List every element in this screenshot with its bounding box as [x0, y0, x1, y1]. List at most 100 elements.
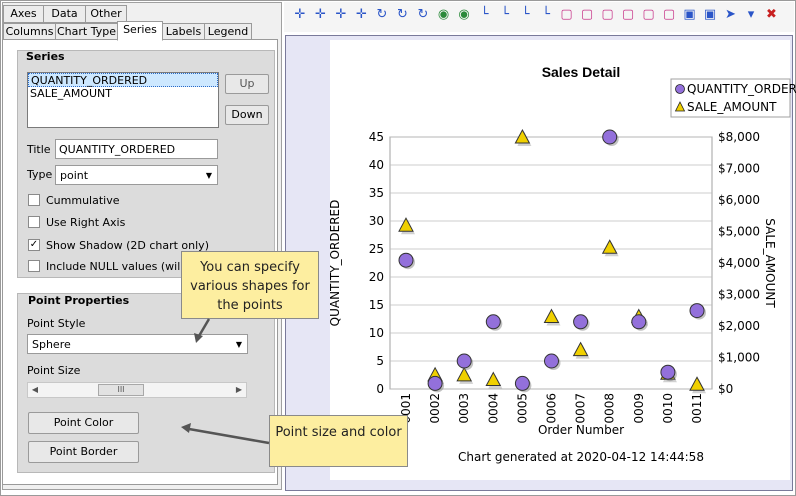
circle-point: [544, 353, 559, 369]
axis-icon[interactable]: └: [542, 7, 550, 22]
chart-toolbar: [284, 2, 794, 32]
rotate-icon[interactable]: ↻: [397, 7, 408, 22]
tab-other[interactable]: Other: [85, 5, 127, 23]
chevron-down-icon: ▼: [205, 171, 212, 180]
circle-point: [573, 314, 589, 330]
y-right-tick-label: $2,000: [718, 319, 760, 333]
frame-icon[interactable]: ▢: [662, 7, 676, 22]
axis-icon[interactable]: └: [480, 7, 489, 22]
move-icon[interactable]: ✛: [356, 7, 367, 22]
y-left-tick-label: 30: [369, 214, 384, 228]
point-size-scrollbar[interactable]: ◀ III ▶: [27, 382, 247, 398]
circle-point: [427, 375, 443, 391]
circle-point: [660, 364, 676, 380]
series-type-value: point: [60, 169, 89, 182]
y-left-tick-label: 40: [369, 158, 384, 172]
cube-icon[interactable]: ▣: [683, 7, 696, 22]
y-right-tick-label: $7,000: [718, 162, 760, 176]
point-size-thumb[interactable]: III: [98, 384, 144, 396]
x-tick-label: 0011: [690, 393, 704, 424]
y-right-tick-label: $1,000: [718, 351, 760, 365]
y-right-tick-label: $4,000: [718, 256, 760, 270]
triangle-point: [601, 239, 618, 254]
dropdown-icon[interactable]: ▾: [747, 7, 755, 22]
delete-icon[interactable]: ✖: [766, 7, 777, 22]
circle-point: [689, 303, 705, 319]
circle-point: [398, 252, 414, 268]
axis-icon[interactable]: └: [521, 7, 530, 22]
point-style-label: Point Style: [27, 317, 86, 330]
y-right-tick-label: $5,000: [718, 225, 760, 239]
y-right-tick-label: $0: [718, 382, 733, 396]
up-button[interactable]: Up: [225, 74, 269, 94]
chart-footer: Chart generated at 2020-04-12 14:44:58: [458, 450, 704, 464]
y-right-tick-label: $8,000: [718, 130, 760, 144]
tick-labels: 0 5 10 15 20 25 30 35 40 45 $0 $1,000 $2,000 $3,000 $4…: [369, 130, 760, 424]
series-listbox[interactable]: QUANTITY_ORDERED SALE_AMOUNT: [27, 72, 219, 128]
y-left-tick-label: 5: [376, 354, 384, 368]
move-icon[interactable]: ✛: [315, 7, 326, 22]
tab-series[interactable]: Series: [117, 21, 163, 41]
y-left-tick-label: 35: [369, 186, 384, 200]
cube-icon[interactable]: ▣: [703, 7, 717, 22]
frame-icon[interactable]: ▢: [621, 7, 635, 22]
point-border-button[interactable]: Point Border: [28, 441, 139, 463]
series-type-select[interactable]: point ▼: [55, 165, 218, 185]
check-icon: ✓: [29, 239, 39, 250]
right-axis-label: Use Right Axis: [46, 216, 126, 229]
tab-axes[interactable]: Axes: [3, 5, 44, 23]
x-tick-label: 0008: [603, 393, 617, 424]
y-left-tick-label: 25: [369, 242, 384, 256]
point-style-select[interactable]: Sphere ▼: [27, 334, 248, 354]
null-values-label: Include NULL values (will be: [46, 260, 201, 273]
triangle-point: [398, 217, 414, 232]
tab-labels[interactable]: Labels: [162, 23, 205, 41]
pointer-icon[interactable]: ➤: [725, 7, 736, 22]
triangle-point: [485, 371, 502, 387]
data-points: [398, 128, 706, 394]
tab-chart-type[interactable]: Chart Type: [55, 23, 118, 41]
cumulative-checkbox[interactable]: [28, 194, 40, 206]
null-values-checkbox[interactable]: [28, 260, 40, 272]
right-axis-checkbox[interactable]: [28, 216, 40, 228]
x-tick-label: 0007: [574, 393, 588, 424]
triangle-point: [572, 341, 589, 357]
frame-icon[interactable]: ▢: [580, 7, 594, 22]
eye-icon[interactable]: ◉: [437, 7, 450, 22]
cumulative-label: Cummulative: [46, 194, 120, 207]
x-tick-label: 0006: [545, 393, 559, 424]
rotate-icon[interactable]: ↻: [376, 7, 388, 22]
x-tick-label: 0003: [457, 393, 471, 424]
frame-icon[interactable]: ▢: [560, 7, 573, 22]
rotate-icon[interactable]: ↻: [417, 7, 429, 22]
legend-label-sale: SALE_AMOUNT: [687, 100, 777, 114]
chevron-down-icon: ▼: [235, 340, 242, 349]
frame-icon[interactable]: ▢: [601, 7, 614, 22]
x-tick-label: 0005: [515, 393, 529, 424]
axis-icon[interactable]: └: [501, 7, 509, 22]
eye-icon[interactable]: ◉: [458, 7, 470, 22]
point-color-button[interactable]: Point Color: [28, 412, 139, 434]
list-item[interactable]: QUANTITY_ORDERED: [28, 73, 218, 87]
y-left-tick-label: 45: [369, 130, 384, 144]
x-tick-label: 0004: [486, 393, 500, 424]
series-title-field[interactable]: QUANTITY_ORDERED: [55, 139, 218, 159]
shadow-checkbox[interactable]: ✓: [28, 239, 40, 251]
circle-point: [602, 129, 618, 145]
frame-icon[interactable]: ▢: [642, 7, 655, 22]
down-button[interactable]: Down: [225, 105, 269, 125]
scroll-left-icon[interactable]: ◀: [31, 385, 39, 394]
tab-legend[interactable]: Legend: [204, 23, 252, 41]
x-tick-label: 0009: [632, 393, 646, 424]
move-icon[interactable]: ✛: [294, 7, 306, 22]
triangle-point: [514, 128, 531, 144]
list-item[interactable]: SALE_AMOUNT: [30, 87, 112, 100]
move-icon[interactable]: ✛: [335, 7, 347, 22]
type-label: Type: [27, 168, 53, 181]
triangle-point: [689, 376, 705, 391]
y-left-tick-label: 0: [376, 382, 384, 396]
callout-size: Point size and color: [269, 415, 408, 467]
scroll-right-icon[interactable]: ▶: [235, 385, 243, 394]
shadow-label: Show Shadow (2D chart only): [46, 239, 209, 252]
callout-shapes: You can specify various shapes for the p…: [181, 251, 319, 319]
